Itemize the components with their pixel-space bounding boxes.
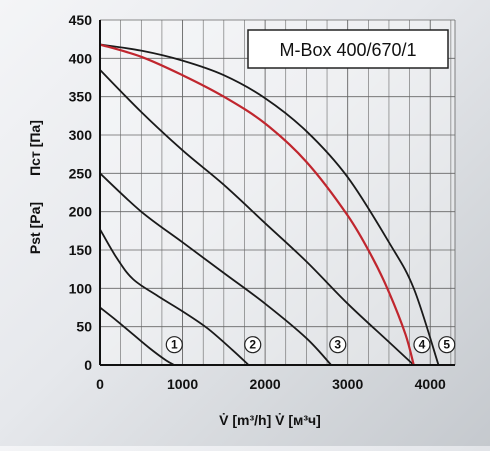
curve-number-circle	[244, 336, 262, 354]
y-tick-label: 0	[84, 357, 92, 373]
curves	[99, 43, 440, 366]
y-tick-label: 350	[69, 89, 93, 105]
y-axis-title-en: Pst [Pa]	[27, 202, 43, 254]
y-tick-label: 100	[69, 280, 93, 296]
curve-2	[99, 228, 250, 366]
y-tick-label: 400	[69, 50, 93, 66]
y-tick-label: 200	[69, 204, 93, 220]
x-axis-title: V̇ [m³/h] V̇ [м³ч]	[219, 412, 321, 428]
axes	[99, 20, 455, 366]
curve-number-1: 1	[165, 336, 183, 354]
curve-number-label: 1	[171, 338, 178, 352]
curve-labels: 1 2 3 4 5	[165, 336, 456, 354]
curve-number-circle	[165, 336, 183, 354]
curve-number-circle	[413, 336, 431, 354]
chart-title: M-Box 400/670/1	[279, 40, 416, 60]
curve-number-label: 2	[249, 338, 256, 352]
curve-4	[99, 69, 415, 366]
curve-number-3: 3	[329, 336, 347, 354]
curve-number-label: 3	[334, 338, 341, 352]
x-tick-label: 0	[96, 376, 104, 392]
x-tick-label: 1000	[167, 376, 198, 392]
curve-number-5: 5	[438, 336, 456, 354]
x-tick-label: 4000	[415, 376, 446, 392]
curve-number-circle	[438, 336, 456, 354]
curve-number-circle	[329, 336, 347, 354]
curve-3	[99, 172, 332, 366]
x-tick-label: 2000	[250, 376, 281, 392]
tick-labels: 0 50 100 150 200 250 300 350 400 450 0 1000 2000 3000…	[69, 12, 446, 392]
y-axis-title-ru: Пст [Па]	[27, 120, 43, 176]
y-tick-label: 300	[69, 127, 93, 143]
x-tick-label: 3000	[332, 376, 363, 392]
model-box-frame	[247, 29, 449, 69]
curve-5	[99, 43, 440, 366]
curve-number-2: 2	[244, 336, 262, 354]
curve-number-label: 5	[443, 338, 450, 352]
curve-number-4: 4	[413, 336, 431, 354]
y-tick-label: 150	[69, 242, 93, 258]
y-tick-label: 450	[69, 12, 93, 28]
curve-number-label: 4	[419, 338, 426, 352]
y-tick-label: 50	[76, 319, 92, 335]
operating-curve	[99, 43, 415, 366]
model-box: M-Box 400/670/1	[247, 29, 449, 69]
curve-1	[99, 306, 175, 366]
y-tick-label: 250	[69, 165, 93, 181]
